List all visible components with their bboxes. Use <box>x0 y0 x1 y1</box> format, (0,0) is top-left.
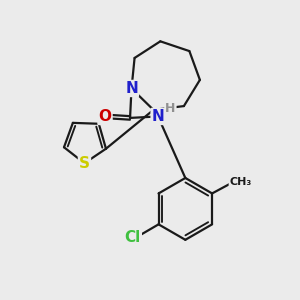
Text: O: O <box>98 109 112 124</box>
Text: N: N <box>125 81 138 96</box>
Text: CH₃: CH₃ <box>230 177 252 187</box>
Text: Cl: Cl <box>124 230 141 245</box>
Text: H: H <box>165 102 176 115</box>
Text: S: S <box>79 156 90 171</box>
Text: N: N <box>152 109 164 124</box>
